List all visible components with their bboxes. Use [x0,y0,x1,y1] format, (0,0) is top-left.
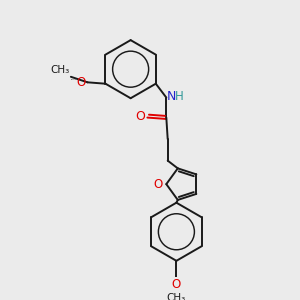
Text: methoxy: methoxy [71,79,77,80]
Text: O: O [76,76,85,89]
Text: CH₃: CH₃ [167,292,186,300]
Text: O: O [153,178,162,190]
Text: CH₃: CH₃ [50,65,70,75]
Text: H: H [175,90,184,103]
Text: O: O [135,110,145,123]
Text: N: N [167,90,176,103]
Text: O: O [172,278,181,291]
